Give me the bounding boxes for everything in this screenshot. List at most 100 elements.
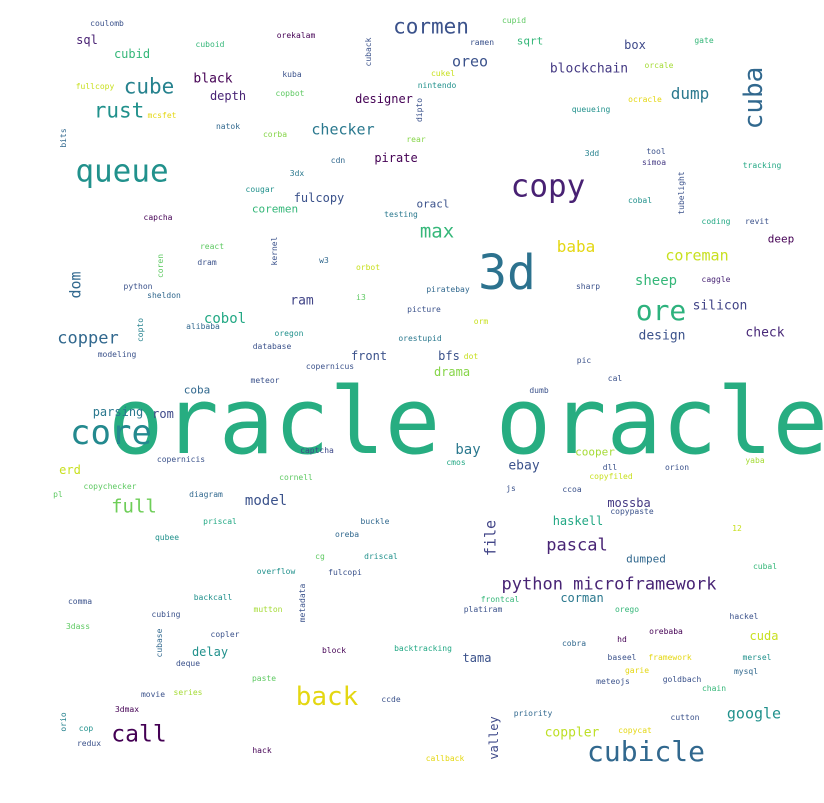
word-coren: coren bbox=[156, 253, 165, 279]
word-check: check bbox=[745, 325, 785, 341]
word-qubee: qubee bbox=[154, 533, 180, 542]
word-oracl: oracl bbox=[416, 197, 450, 211]
word-deque: deque bbox=[175, 659, 201, 668]
word-kernel: kernel bbox=[270, 236, 279, 266]
word-3d: 3d bbox=[478, 245, 536, 301]
word-cobal: cobal bbox=[627, 196, 653, 205]
word-capcha: capcha bbox=[143, 213, 173, 222]
word-tama: tama bbox=[462, 651, 492, 665]
word-google: google bbox=[726, 704, 782, 723]
word-fulcopy: fulcopy bbox=[293, 191, 345, 205]
word-ccde: ccde bbox=[381, 695, 401, 704]
word-database: database bbox=[252, 342, 292, 351]
word-orio: orio bbox=[59, 712, 68, 732]
word-fulcopi: fulcopi bbox=[328, 568, 362, 577]
word-valley: valley bbox=[487, 716, 501, 760]
word-full: full bbox=[111, 495, 157, 518]
word-dump: dump bbox=[670, 84, 710, 103]
word-paste: paste bbox=[251, 674, 277, 683]
word-movie: movie bbox=[140, 690, 166, 699]
word-w3: w3 bbox=[319, 256, 329, 265]
word-cal: cal bbox=[607, 374, 623, 383]
word-dipto: dipto bbox=[415, 97, 424, 123]
word-cube: cube bbox=[123, 74, 175, 99]
word-blockchain: blockchain bbox=[549, 61, 629, 77]
word-caggle: caggle bbox=[701, 275, 731, 284]
word-deep: deep bbox=[767, 232, 795, 246]
word-queue: queue bbox=[75, 153, 169, 190]
word-cuback: cuback bbox=[364, 37, 373, 67]
word-cubase: cubase bbox=[155, 628, 164, 658]
word-bay: bay bbox=[455, 442, 481, 458]
word-priority: priority bbox=[513, 709, 553, 718]
word-ocracle: ocracle bbox=[628, 95, 662, 104]
word-tracking: tracking bbox=[742, 161, 782, 170]
word-dram: dram bbox=[197, 258, 217, 267]
word-model: model bbox=[244, 493, 288, 509]
word-cubicle: cubicle bbox=[586, 735, 706, 768]
word-natok: natok bbox=[215, 122, 241, 131]
word-coppler: coppler bbox=[544, 725, 600, 741]
word-dumped: dumped bbox=[626, 552, 666, 566]
word-sheldon: sheldon bbox=[147, 291, 181, 300]
word-cupid: cupid bbox=[501, 16, 527, 25]
word-diagram: diagram bbox=[189, 490, 223, 499]
word-oreba: oreba bbox=[334, 530, 360, 539]
word-dll: dll bbox=[602, 463, 618, 472]
word-fullcopy: fullcopy bbox=[75, 82, 115, 91]
word-3dd: 3dd bbox=[584, 149, 600, 158]
word-hack: hack bbox=[252, 746, 272, 755]
word-frontcal: frontcal bbox=[480, 595, 520, 604]
word-orebaba: orebaba bbox=[649, 627, 683, 636]
word-sql: sql bbox=[76, 33, 98, 47]
word-depth: depth bbox=[209, 89, 247, 103]
word-copernicis: copernicis bbox=[156, 455, 206, 464]
word-copto: copto bbox=[136, 317, 145, 343]
word-cobra: cobra bbox=[561, 639, 587, 648]
word-rom: rom bbox=[152, 407, 174, 421]
word-platiram: platiram bbox=[463, 605, 503, 614]
word-simoa: simoa bbox=[641, 158, 667, 167]
word-silicon: silicon bbox=[692, 298, 748, 314]
word-copler: copler bbox=[210, 630, 240, 639]
word-delay: delay bbox=[191, 645, 229, 659]
word-block: block bbox=[321, 646, 347, 655]
word-backtracking: backtracking bbox=[394, 644, 452, 653]
word-copychecker: copychecker bbox=[83, 482, 137, 491]
word-corba: corba bbox=[262, 130, 288, 139]
word-mutton: mutton bbox=[253, 605, 283, 614]
word-copypaste: copypaste bbox=[610, 507, 654, 516]
word-buckle: buckle bbox=[360, 517, 390, 526]
word-front: front bbox=[350, 349, 388, 363]
word-python: python bbox=[123, 282, 153, 291]
word-orego: orego bbox=[614, 605, 640, 614]
word-tool: tool bbox=[646, 147, 666, 156]
word-cg: cg bbox=[315, 552, 325, 561]
word-redux: redux bbox=[76, 739, 102, 748]
word-pascal: pascal bbox=[546, 535, 608, 556]
word-copernicus: copernicus bbox=[305, 362, 355, 371]
word-cukel: cukel bbox=[430, 69, 456, 78]
word-captcha: captcha bbox=[300, 446, 334, 455]
word-coba: coba bbox=[183, 383, 211, 397]
word-cougar: cougar bbox=[245, 185, 275, 194]
word-yaba: yaba bbox=[745, 456, 765, 465]
word-alibaba: alibaba bbox=[186, 322, 220, 331]
word-mossba: mossba bbox=[607, 496, 651, 510]
word-baseel: baseel bbox=[607, 653, 637, 662]
word-dumb: dumb bbox=[529, 386, 549, 395]
word-coreman: coreman bbox=[665, 246, 729, 265]
word-rust: rust bbox=[93, 98, 145, 123]
word-orcale: orcale bbox=[644, 61, 674, 70]
word-orm: orm bbox=[473, 317, 489, 326]
word-piratebay: piratebay bbox=[426, 285, 470, 294]
word-erd: erd bbox=[59, 463, 81, 477]
word-rear: rear bbox=[406, 135, 426, 144]
word-parsing: parsing bbox=[92, 405, 144, 419]
word-call: call bbox=[111, 721, 167, 748]
word-checker: checker bbox=[311, 120, 375, 139]
word-coremen: coremen bbox=[251, 202, 299, 216]
word-js: js bbox=[506, 484, 516, 493]
word-oregon: oregon bbox=[274, 329, 304, 338]
